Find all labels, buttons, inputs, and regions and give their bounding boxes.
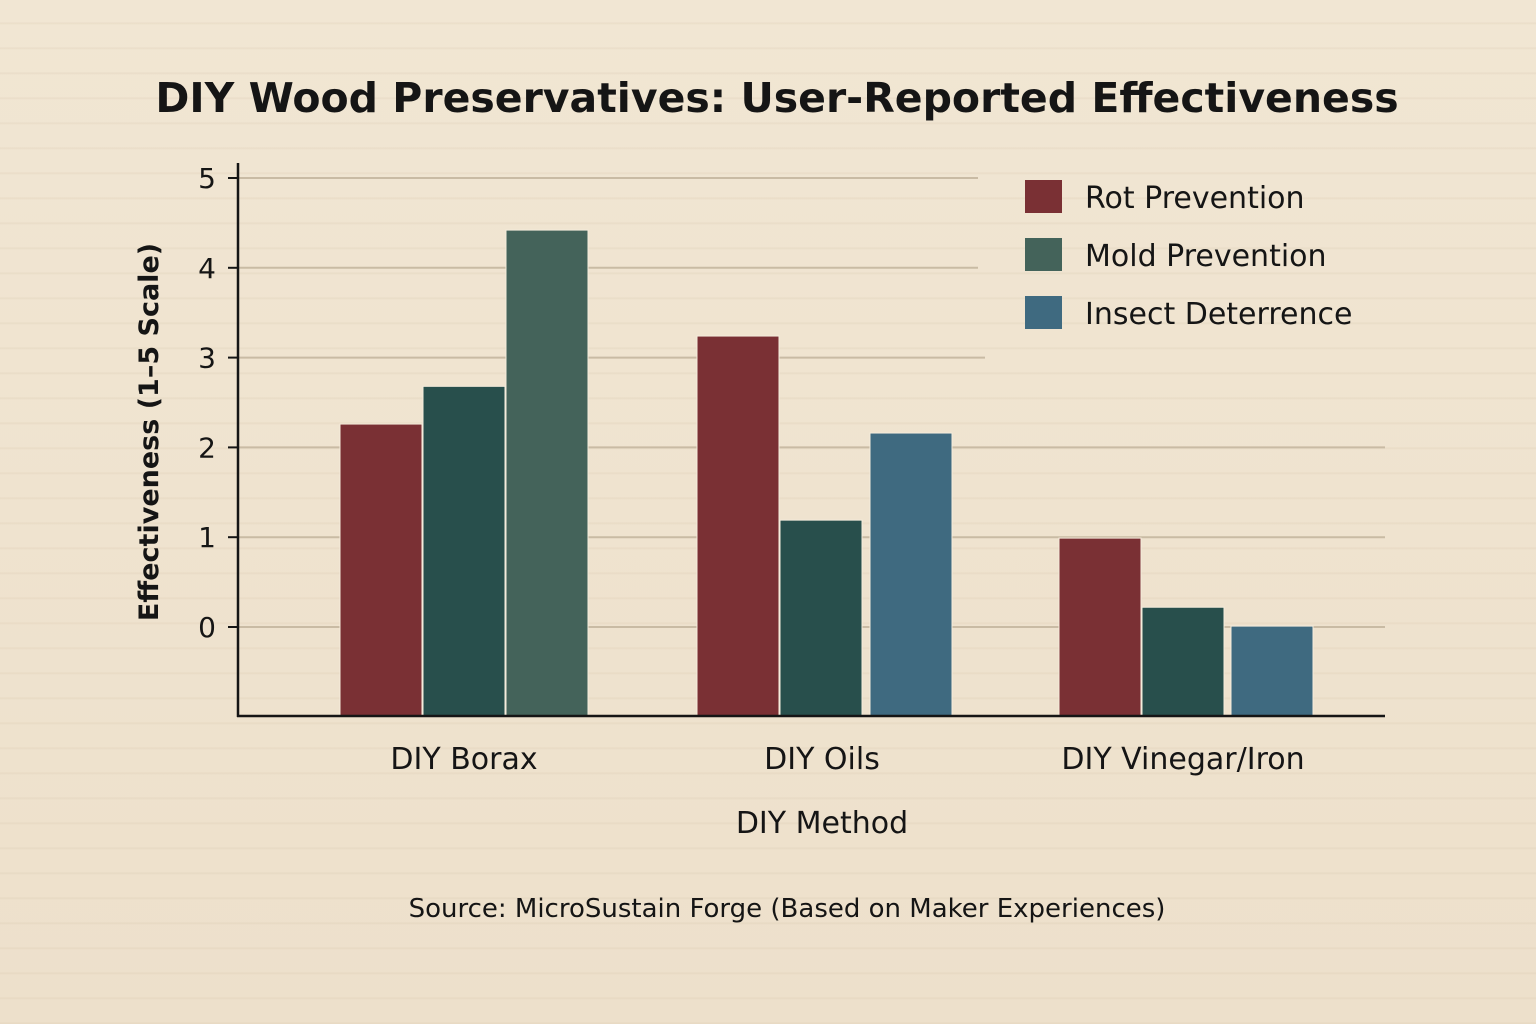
legend-label: Rot Prevention [1085,181,1305,216]
y-axis-ticks: 0 1 2 3 4 5 [198,162,238,644]
bars [339,229,1314,717]
x-tick-label: DIY Borax [390,742,537,777]
x-tick-label: DIY Oils [764,742,880,777]
legend-label: Mold Prevention [1085,239,1327,274]
y-tick-label: 5 [198,162,216,195]
x-axis-ticks: DIY Borax DIY Oils DIY Vinegar/Iron [390,742,1304,777]
y-tick-label: 1 [198,521,216,554]
x-tick-label: DIY Vinegar/Iron [1061,742,1304,777]
legend-swatch [1025,296,1062,329]
bar [505,229,589,717]
legend-label: Insect Deterrence [1085,297,1352,332]
bar [1141,606,1225,717]
bar [1058,537,1142,717]
bar [339,423,423,717]
x-axis-label: DIY Method [736,806,908,841]
y-tick-label: 0 [198,611,216,644]
y-tick-label: 4 [198,252,216,285]
y-tick-label: 2 [198,431,216,464]
legend: Rot Prevention Mold Prevention Insect Dete… [1025,180,1352,332]
bar [696,335,780,717]
bar [422,385,506,717]
legend-swatch [1025,180,1062,213]
chart-title: DIY Wood Preservatives: User-Reported Ef… [155,74,1398,122]
source-note: Source: MicroSustain Forge (Based on Mak… [409,894,1166,924]
legend-swatch [1025,238,1062,271]
y-axis-label: Effectiveness (1–5 Scale) [134,243,165,621]
bar [1230,625,1314,717]
bar [779,519,863,717]
y-tick-label: 3 [198,342,216,375]
bar [869,432,953,717]
